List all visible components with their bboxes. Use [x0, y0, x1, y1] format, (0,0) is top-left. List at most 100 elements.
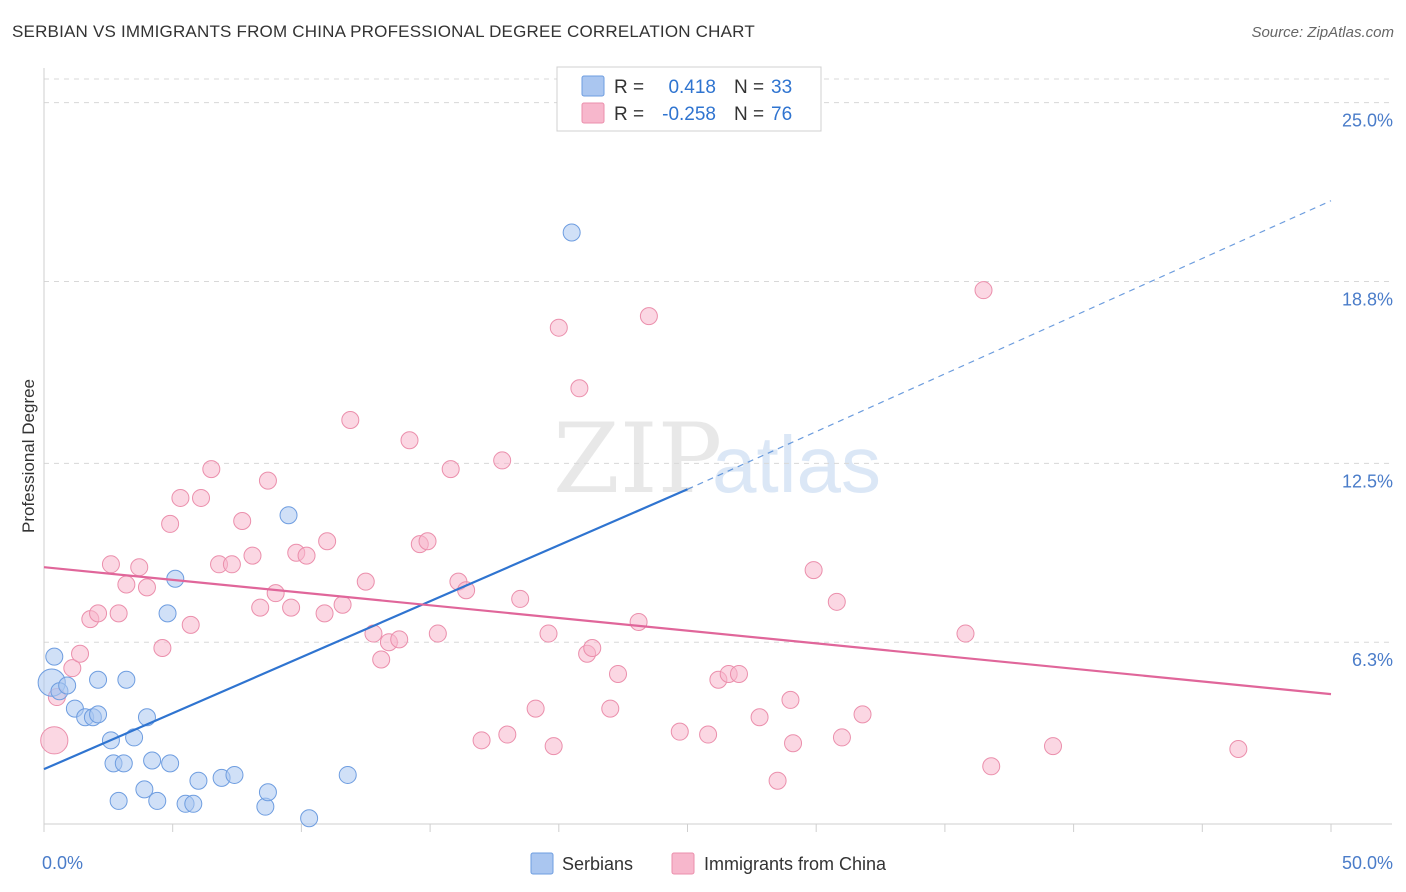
china-point [472, 731, 491, 750]
china-point [781, 690, 800, 709]
china-point [266, 584, 285, 603]
china-point [222, 555, 241, 574]
china-point [526, 699, 545, 718]
legend-r-label-china: R = [614, 104, 644, 125]
china-point [356, 572, 375, 591]
china-point [549, 318, 568, 337]
china-point [832, 728, 851, 747]
serbian-point [109, 791, 128, 810]
china-point [333, 595, 352, 614]
watermark-atlas: atlas [712, 420, 881, 509]
china-point [544, 737, 563, 756]
y-tick-label: 12.5% [1342, 471, 1393, 491]
china-point [1044, 737, 1063, 756]
serbians-series [37, 223, 581, 828]
bottom-legend-swatch-serbians [530, 852, 554, 875]
china-point [441, 460, 460, 479]
china-point [372, 650, 391, 669]
china-point [109, 604, 128, 623]
china-point [318, 532, 337, 551]
serbians-trend-line [43, 488, 688, 771]
serbian-point [225, 765, 244, 784]
china-point [341, 411, 360, 430]
serbian-point [161, 754, 180, 773]
china-point [1229, 739, 1248, 758]
china-point [282, 598, 301, 617]
correlation-legend: R = 0.418 N = 33 R = -0.258 N = 76 [556, 66, 822, 132]
china-point [171, 488, 190, 507]
china-point [297, 546, 316, 565]
china-point [956, 624, 975, 643]
china-point [601, 699, 620, 718]
china-point [511, 589, 530, 608]
x-tick-label-max: 50.0% [1342, 853, 1393, 873]
china-point [117, 575, 136, 594]
legend-r-value-serbians: 0.418 [668, 77, 716, 98]
china-point [161, 514, 180, 533]
china-point [258, 471, 277, 490]
china-point [539, 624, 558, 643]
legend-n-label-serbians: N = [734, 77, 764, 98]
legend-r-value-china: -0.258 [662, 104, 716, 125]
china-point [750, 708, 769, 727]
y-tick-labels: 6.3% 12.5% 18.8% 25.0% [1342, 111, 1393, 671]
y-tick-label: 6.3% [1352, 650, 1393, 670]
china-point [498, 725, 517, 744]
china-point [251, 598, 270, 617]
china-point [101, 555, 120, 574]
china-point [40, 726, 69, 755]
x-tick-label-min: 0.0% [42, 853, 83, 873]
china-series [40, 281, 1248, 790]
serbian-point [184, 794, 203, 813]
serbian-point [137, 708, 156, 727]
china-point [982, 757, 1001, 776]
serbians-trend-extension [687, 200, 1332, 490]
china-point [768, 771, 787, 790]
china-point [699, 725, 718, 744]
china-point [583, 638, 602, 657]
china-trend-line [43, 566, 1332, 696]
legend-swatch-china [581, 102, 605, 124]
serbian-point [148, 791, 167, 810]
china-point [181, 615, 200, 634]
legend-swatch-serbians [581, 75, 605, 97]
china-point [315, 604, 334, 623]
china-point [192, 488, 211, 507]
china-point [89, 604, 108, 623]
chart-title: SERBIAN VS IMMIGRANTS FROM CHINA PROFESS… [12, 22, 755, 41]
serbian-point [135, 780, 154, 799]
china-point [974, 281, 993, 300]
y-axis-title: Professional Degree [19, 379, 38, 533]
legend-n-value-china: 76 [771, 104, 792, 125]
x-axis-ticks [43, 824, 1332, 832]
china-point [670, 722, 689, 741]
serbian-point [158, 604, 177, 623]
bottom-legend-label-china: Immigrants from China [704, 854, 887, 874]
serbian-point [189, 771, 208, 790]
china-point [570, 379, 589, 398]
y-tick-label: 25.0% [1342, 111, 1393, 131]
china-point [853, 705, 872, 724]
china-point [71, 644, 90, 663]
serbian-point [89, 705, 108, 724]
china-point [243, 546, 262, 565]
china-point [729, 664, 748, 683]
legend-r-label-serbians: R = [614, 77, 644, 98]
serbian-point [338, 765, 357, 784]
china-point [428, 624, 447, 643]
china-point [418, 532, 437, 551]
china-point [202, 460, 221, 479]
serbian-point [258, 783, 277, 802]
china-point [493, 451, 512, 470]
china-point [63, 659, 82, 678]
china-point [400, 431, 419, 450]
chart-source: Source: ZipAtlas.com [1251, 24, 1394, 41]
china-point [457, 581, 476, 600]
bottom-legend-label-serbians: Serbians [562, 854, 633, 874]
china-point [804, 561, 823, 580]
china-point [629, 613, 648, 632]
china-point [137, 578, 156, 597]
china-point [130, 558, 149, 577]
serbian-point [114, 754, 133, 773]
serbian-point [58, 676, 77, 695]
